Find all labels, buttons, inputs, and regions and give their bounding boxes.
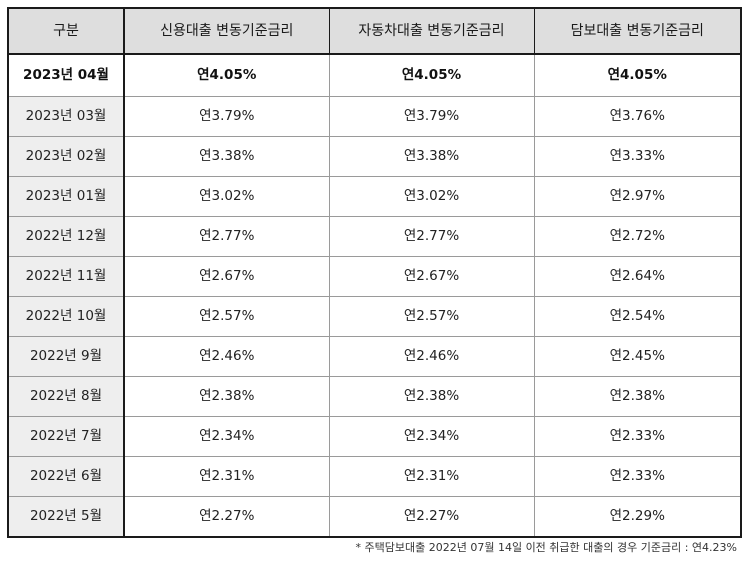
secured-rate-cell: 연3.33% — [533, 136, 742, 177]
credit-rate-cell: 연3.02% — [123, 176, 330, 217]
credit-rate-cell: 연2.34% — [123, 416, 330, 457]
table-row: 2022년 10월 연2.57% 연2.57% 연2.54% — [7, 296, 742, 337]
secured-rate-cell: 연3.76% — [533, 96, 742, 137]
table-row: 2022년 9월 연2.46% 연2.46% 연2.45% — [7, 336, 742, 377]
header-secured-loan-rate: 담보대출 변동기준금리 — [533, 7, 742, 55]
secured-rate-cell: 연4.05% — [533, 53, 742, 97]
table-row: 2022년 6월 연2.31% 연2.31% 연2.33% — [7, 456, 742, 497]
credit-rate-cell: 연2.57% — [123, 296, 330, 337]
header-auto-loan-rate: 자동차대출 변동기준금리 — [328, 7, 535, 55]
period-cell: 2022년 8월 — [7, 376, 125, 417]
table-row: 2022년 8월 연2.38% 연2.38% 연2.38% — [7, 376, 742, 417]
auto-rate-cell: 연2.27% — [328, 496, 535, 538]
period-cell: 2022년 12월 — [7, 216, 125, 257]
period-cell: 2022년 5월 — [7, 496, 125, 538]
credit-rate-cell: 연2.31% — [123, 456, 330, 497]
credit-rate-cell: 연3.79% — [123, 96, 330, 137]
header-row: 구분 신용대출 변동기준금리 자동차대출 변동기준금리 담보대출 변동기준금리 — [7, 7, 742, 55]
secured-rate-cell: 연2.97% — [533, 176, 742, 217]
period-cell: 2022년 9월 — [7, 336, 125, 377]
secured-rate-cell: 연2.45% — [533, 336, 742, 377]
auto-rate-cell: 연2.31% — [328, 456, 535, 497]
auto-rate-cell: 연4.05% — [328, 53, 535, 97]
secured-rate-cell: 연2.64% — [533, 256, 742, 297]
table-row: 2023년 03월 연3.79% 연3.79% 연3.76% — [7, 96, 742, 137]
period-cell: 2022년 11월 — [7, 256, 125, 297]
auto-rate-cell: 연2.57% — [328, 296, 535, 337]
period-cell: 2022년 6월 — [7, 456, 125, 497]
credit-rate-cell: 연2.46% — [123, 336, 330, 377]
credit-rate-cell: 연2.27% — [123, 496, 330, 538]
table-row: 2023년 01월 연3.02% 연3.02% 연2.97% — [7, 176, 742, 217]
auto-rate-cell: 연2.34% — [328, 416, 535, 457]
secured-rate-cell: 연2.33% — [533, 456, 742, 497]
table-row-current: 2023년 04월 연4.05% 연4.05% 연4.05% — [7, 53, 742, 97]
secured-rate-cell: 연2.54% — [533, 296, 742, 337]
header-credit-loan-rate: 신용대출 변동기준금리 — [123, 7, 330, 55]
period-cell: 2022년 10월 — [7, 296, 125, 337]
footnote: * 주택담보대출 2022년 07월 14일 이전 취급한 대출의 경우 기준금… — [355, 541, 737, 554]
auto-rate-cell: 연3.02% — [328, 176, 535, 217]
auto-rate-cell: 연2.77% — [328, 216, 535, 257]
table-row: 2022년 11월 연2.67% 연2.67% 연2.64% — [7, 256, 742, 297]
credit-rate-cell: 연4.05% — [123, 53, 330, 97]
credit-rate-cell: 연3.38% — [123, 136, 330, 177]
table-row: 2023년 02월 연3.38% 연3.38% 연3.33% — [7, 136, 742, 177]
period-cell: 2023년 01월 — [7, 176, 125, 217]
secured-rate-cell: 연2.72% — [533, 216, 742, 257]
secured-rate-cell: 연2.33% — [533, 416, 742, 457]
credit-rate-cell: 연2.77% — [123, 216, 330, 257]
auto-rate-cell: 연2.46% — [328, 336, 535, 377]
table-row: 2022년 7월 연2.34% 연2.34% 연2.33% — [7, 416, 742, 457]
auto-rate-cell: 연2.67% — [328, 256, 535, 297]
period-cell: 2022년 7월 — [7, 416, 125, 457]
table-row: 2022년 5월 연2.27% 연2.27% 연2.29% — [7, 496, 742, 538]
credit-rate-cell: 연2.67% — [123, 256, 330, 297]
credit-rate-cell: 연2.38% — [123, 376, 330, 417]
auto-rate-cell: 연3.38% — [328, 136, 535, 177]
header-period: 구분 — [7, 7, 125, 55]
auto-rate-cell: 연3.79% — [328, 96, 535, 137]
period-cell: 2023년 03월 — [7, 96, 125, 137]
period-cell: 2023년 04월 — [7, 53, 125, 97]
auto-rate-cell: 연2.38% — [328, 376, 535, 417]
secured-rate-cell: 연2.38% — [533, 376, 742, 417]
rate-table: 구분 신용대출 변동기준금리 자동차대출 변동기준금리 담보대출 변동기준금리 … — [7, 7, 742, 538]
table-row: 2022년 12월 연2.77% 연2.77% 연2.72% — [7, 216, 742, 257]
period-cell: 2023년 02월 — [7, 136, 125, 177]
secured-rate-cell: 연2.29% — [533, 496, 742, 538]
